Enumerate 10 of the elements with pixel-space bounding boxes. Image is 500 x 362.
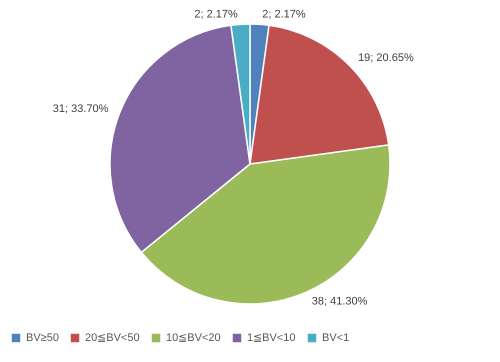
legend-label: 1≦BV<10 [247,332,296,344]
data-label: 38; 41.30% [312,296,368,308]
legend-label: 20≦BV<50 [85,332,140,344]
data-label: 31; 33.70% [52,102,109,115]
legend-label: 10≦BV<20 [166,332,221,344]
legend-label: BV<1 [322,332,350,344]
data-label: 2; 2.17% [194,8,238,20]
data-label: 2; 2.17% [262,8,306,20]
data-label: 19; 20.65% [358,52,414,64]
legend-label: BV≥50 [26,332,59,344]
